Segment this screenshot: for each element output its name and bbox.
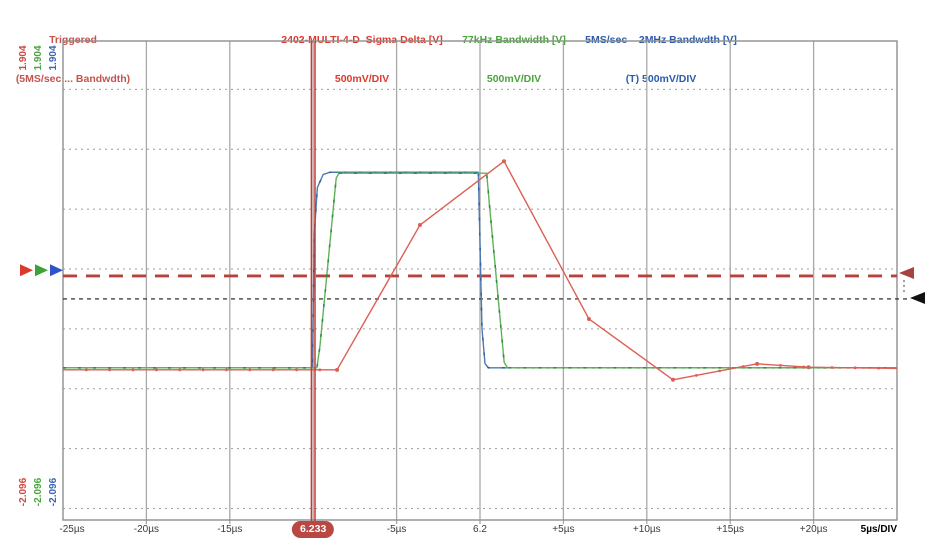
x-tick-label: -15µs [217, 524, 243, 535]
channel-scale: 500mV/DIV [334, 73, 390, 85]
sample-dot [741, 365, 745, 368]
x-tick-label: +15µs [716, 524, 745, 535]
sample-dot [853, 366, 857, 370]
x-tick-label: +10µs [632, 524, 661, 535]
channel-title: 5MS/sec 2MHz Bandwdth [V] [585, 34, 737, 46]
channel-label-77khz[interactable]: 77kHz Bandwidth [V] 500mV/DIV [404, 8, 624, 112]
sample-dot [295, 368, 298, 372]
sample-dot [417, 223, 422, 228]
sample-dot [271, 368, 275, 372]
x-tick-label: -20µs [133, 524, 159, 535]
sample-dot [131, 368, 135, 372]
trigger-status-text: Triggered [49, 34, 97, 46]
x-tick-label: 6.2 [473, 524, 487, 535]
sample-dot [806, 365, 811, 370]
trace-sample-ticks [63, 171, 897, 369]
trace-position-marker[interactable] [20, 264, 33, 277]
sample-dot [755, 361, 760, 366]
sample-dot [108, 368, 112, 372]
sample-dot [830, 366, 834, 369]
sample-dot [779, 363, 782, 367]
channel-scale: 500mV/DIV [486, 73, 542, 85]
trigger-detail-text: (5MS/sec ... Bandwdth) [15, 73, 131, 85]
sample-dot [84, 368, 88, 372]
x-tick-label: -5µs [386, 524, 407, 535]
channel-scale: (T) 500mV/DIV [625, 73, 697, 85]
sample-dot [694, 373, 698, 377]
sample-dot [155, 368, 158, 372]
sample-dot [502, 159, 507, 164]
x-tick-label: +5µs [552, 524, 575, 535]
sample-dot [248, 368, 252, 372]
sample-dot [318, 368, 322, 372]
cursor-time-badge[interactable]: 6.233 [292, 521, 335, 538]
sample-dot [802, 365, 806, 369]
channel-title: 77kHz Bandwidth [V] [462, 34, 566, 46]
x-tick-label: -25µs [59, 524, 85, 535]
sample-dot [670, 377, 675, 382]
time-cursor[interactable] [310, 41, 316, 522]
trace-position-marker[interactable] [50, 264, 63, 277]
x-axis: -25µs -20µs -15µs -5µs 6.2 +5µs +10µs +15µs +20µ… [0, 521, 934, 545]
plot-border [62, 40, 898, 521]
sample-dot [225, 368, 228, 372]
trace-77khz-bandwidth-v- [63, 172, 897, 369]
sample-dot [178, 368, 182, 372]
channel-label-2mhz[interactable]: 5MS/sec 2MHz Bandwdth [V] (T) 500mV/DIV [551, 8, 771, 112]
sample-dot [335, 367, 340, 372]
sample-dot [586, 316, 591, 321]
sample-dot [201, 368, 205, 372]
sample-dot [718, 369, 722, 373]
x-tick-label: +20µs [799, 524, 828, 535]
timebase-label: 5µs/DIV [860, 524, 897, 535]
sample-dot [877, 366, 881, 370]
trigger-level-marker[interactable] [899, 266, 914, 279]
channel-title: 2402-MULTI-4-D Sigma Delta [V] [281, 34, 443, 46]
channel-label-sigma-delta[interactable]: 2402-MULTI-4-D Sigma Delta [V] 500mV/DIV [252, 8, 472, 112]
reference-level-marker[interactable] [910, 291, 925, 304]
trigger-status-block: Triggered (5MS/sec ... Bandwdth) [0, 8, 146, 112]
trace-position-marker[interactable] [35, 264, 48, 277]
